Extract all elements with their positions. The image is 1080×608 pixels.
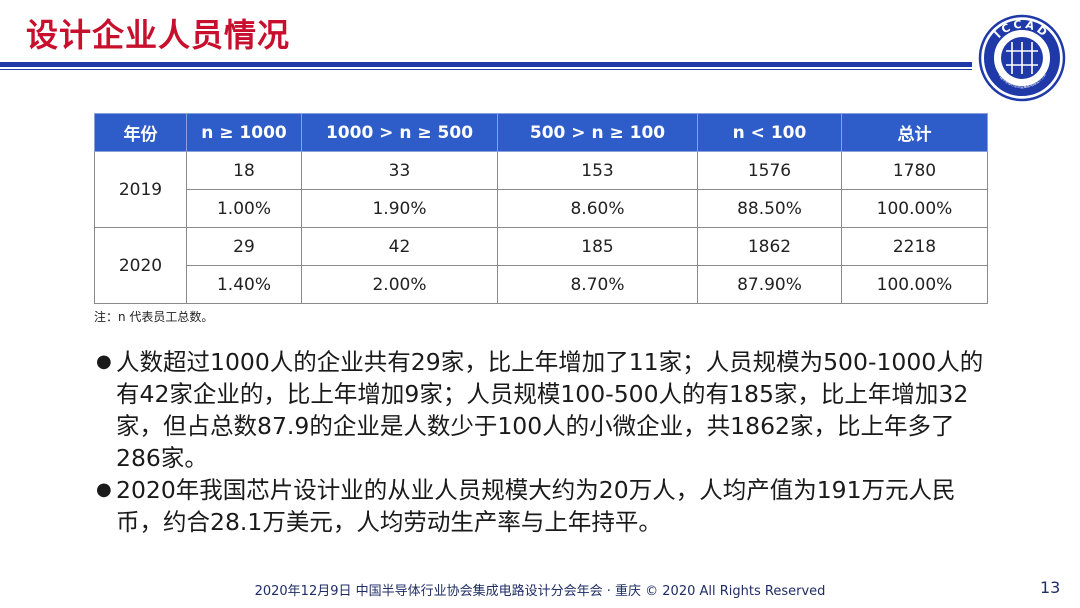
bullet-text: 2020年我国芯片设计业的从业人员规模大约为20万人，人均产值为191万元人民币… xyxy=(116,476,956,536)
logo-band xyxy=(984,20,1060,96)
count-cell: 1576 xyxy=(697,151,842,190)
header-500-to-1000: 1000 > n ≥ 500 xyxy=(301,113,498,152)
count-cell: 33 xyxy=(301,151,498,190)
header-year: 年份 xyxy=(94,113,187,152)
slide-footer: 2020年12月9日 中国半导体行业协会集成电路设计分会年会 · 重庆 © 20… xyxy=(254,584,826,599)
title-rule xyxy=(0,62,972,67)
chip-grid-icon xyxy=(1006,42,1038,74)
iccad-logo: ICCAD 中国半导体行业协会集成电路设计分会 xyxy=(978,14,1066,102)
count-cell: 1862 xyxy=(697,227,842,266)
header-n-ge-1000: n ≥ 1000 xyxy=(186,113,302,152)
count-cell: 153 xyxy=(497,151,698,190)
header-total: 总计 xyxy=(841,113,988,152)
bullet-item: ● 2020年我国芯片设计业的从业人员规模大约为20万人，人均产值为191万元人… xyxy=(96,474,996,538)
slide-title: 设计企业人员情况 xyxy=(26,16,291,54)
page-number: 13 xyxy=(1040,578,1061,597)
year-cell: 2020 xyxy=(94,227,187,304)
share-cell: 87.90% xyxy=(697,265,842,304)
bullet-list: ● 人数超过1000人的企业共有29家，比上年增加了11家；人员规模为500-1… xyxy=(96,346,996,538)
count-cell: 185 xyxy=(497,227,698,266)
count-cell: 18 xyxy=(186,151,302,190)
year-cell: 2019 xyxy=(94,151,187,228)
share-cell: 88.50% xyxy=(697,189,842,228)
count-cell: 42 xyxy=(301,227,498,266)
bullet-dot-icon: ● xyxy=(96,351,112,372)
share-cell: 1.90% xyxy=(301,189,498,228)
bullet-text: 人数超过1000人的企业共有29家，比上年增加了11家；人员规模为500-100… xyxy=(116,348,984,472)
header-100-to-500: 500 > n ≥ 100 xyxy=(497,113,698,152)
share-cell: 100.00% xyxy=(841,265,988,304)
table-row: 1.00% 1.90% 8.60% 88.50% 100.00% xyxy=(95,189,988,228)
share-cell: 2.00% xyxy=(301,265,498,304)
bullet-dot-icon: ● xyxy=(96,479,112,500)
bullet-item: ● 人数超过1000人的企业共有29家，比上年增加了11家；人员规模为500-1… xyxy=(96,346,996,474)
staff-size-table: 年份 n ≥ 1000 1000 > n ≥ 500 500 > n ≥ 100… xyxy=(94,113,988,304)
header-n-lt-100: n < 100 xyxy=(697,113,842,152)
share-cell: 8.60% xyxy=(497,189,698,228)
count-cell: 1780 xyxy=(841,151,988,190)
table-row: 1.40% 2.00% 8.70% 87.90% 100.00% xyxy=(95,265,988,304)
table-row: 2020 29 42 185 1862 2218 xyxy=(94,227,988,304)
count-cell: 2218 xyxy=(841,227,988,266)
table-note: 注：n 代表员工总数。 xyxy=(94,310,214,324)
table-header-row: 年份 n ≥ 1000 1000 > n ≥ 500 500 > n ≥ 100… xyxy=(94,113,988,152)
title-rule-thin xyxy=(0,69,972,70)
share-cell: 1.00% xyxy=(186,189,302,228)
share-cell: 8.70% xyxy=(497,265,698,304)
count-cell: 29 xyxy=(186,227,302,266)
share-cell: 1.40% xyxy=(186,265,302,304)
share-cell: 100.00% xyxy=(841,189,988,228)
table-row: 2019 18 33 153 1576 1780 xyxy=(94,151,988,228)
